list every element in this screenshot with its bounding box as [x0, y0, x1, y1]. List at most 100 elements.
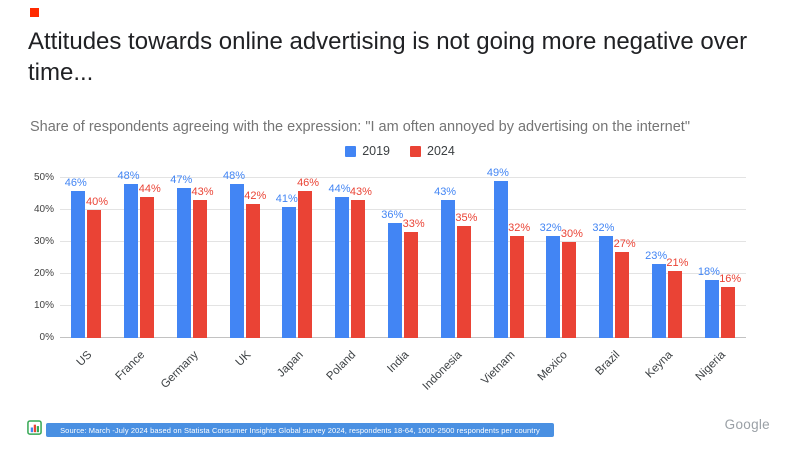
bar-2019-mexico: 32%: [540, 222, 562, 338]
bar-group-indonesia: 43% 35%: [429, 178, 482, 338]
bar-group-uk: 48% 42%: [218, 170, 271, 338]
bar-2019-poland: 44%: [329, 183, 351, 338]
bar-2024-mexico: 30%: [561, 228, 583, 338]
bar-2019-keyna: 23%: [645, 250, 667, 338]
bar-value-label: 42%: [244, 189, 267, 202]
bar-2019-indonesia: 43%: [434, 186, 456, 338]
bar-value-label: 49%: [486, 167, 509, 180]
bar-value-label: 30%: [560, 228, 583, 240]
bar-value-label: 27%: [613, 237, 636, 250]
bar-group-france: 48% 44%: [113, 170, 166, 338]
bar-value-label: 32%: [592, 221, 615, 234]
bar-2024-uk: 42%: [244, 190, 266, 338]
chart-subtitle: Share of respondents agreeing with the e…: [30, 119, 690, 135]
gridline: [60, 305, 746, 306]
legend-label: 2019: [362, 144, 390, 158]
x-axis-label: India: [385, 349, 412, 376]
gridline: [60, 273, 746, 274]
bar-group-brazil: 32% 27%: [588, 178, 641, 338]
bar-2024-brazil: 27%: [614, 238, 636, 338]
x-axis-label: Germany: [158, 349, 201, 391]
chart-logo-icon: [27, 420, 42, 435]
gridline: [60, 177, 746, 178]
bar-value-label: 43%: [434, 186, 457, 199]
bar-value-label: 16%: [719, 272, 742, 285]
bar-value-label: 48%: [223, 170, 246, 183]
bar-group-poland: 44% 43%: [324, 178, 377, 338]
bar-value-label: 36%: [381, 208, 404, 221]
plot-area: 0% 10% 20% 30% 40% 50% 46% 40% 48% 44% 47% 43% 48% 42…: [34, 167, 746, 343]
legend-swatch-2019: [345, 145, 357, 157]
bar-value-label: 48%: [117, 170, 140, 183]
slide-title: Attitudes towards online advertising is …: [28, 28, 748, 86]
bar-2024-germany: 43%: [192, 186, 214, 338]
bar-group-nigeria: 18% 16%: [693, 178, 746, 338]
bar-2019-india: 36%: [381, 209, 403, 338]
bar-group-japan: 41% 46%: [271, 177, 324, 338]
x-axis-label: Poland: [324, 349, 359, 383]
y-tick-label: 10%: [33, 300, 54, 311]
bar-group-keyna: 23% 21%: [640, 178, 693, 338]
y-tick-label: 50%: [33, 172, 54, 183]
x-axis-label: Brazil: [593, 349, 623, 378]
bar-2024-vietnam: 32%: [508, 222, 530, 338]
bar-value-label: 21%: [666, 256, 689, 269]
bar-groups: 46% 40% 48% 44% 47% 43% 48% 42% 41% 46% 44% 43% 36% 3…: [60, 167, 746, 338]
x-axis-label: Indonesia: [420, 349, 465, 393]
bar-2024-us: 40%: [86, 196, 108, 338]
gridline: [60, 241, 746, 242]
gridline: [60, 337, 746, 338]
bar-group-germany: 47% 43%: [166, 174, 219, 338]
x-axis-label: UK: [233, 349, 254, 369]
bar-value-label: 35%: [455, 212, 478, 224]
bar-2019-uk: 48%: [223, 170, 245, 338]
bar-value-label: 46%: [64, 176, 87, 189]
bar-group-india: 36% 33%: [377, 178, 430, 338]
bar-2024-poland: 43%: [350, 186, 372, 338]
x-axis-label: Vietnam: [478, 349, 518, 388]
bar-2019-us: 46%: [65, 177, 87, 338]
bar-group-vietnam: 49% 32%: [482, 167, 535, 338]
bar-2024-keyna: 21%: [666, 257, 688, 338]
bar-value-label: 44%: [138, 183, 161, 196]
bar-2024-nigeria: 16%: [719, 273, 741, 338]
bar-value-label: 41%: [275, 192, 298, 205]
x-axis-labels: US France Germany UK Japan Poland India Indones…: [60, 341, 746, 403]
google-wordmark: Google: [724, 417, 770, 432]
bar-2019-japan: 41%: [276, 193, 298, 338]
accent-square: [30, 8, 39, 17]
x-axis-label: US: [75, 349, 95, 369]
y-tick-label: 40%: [33, 204, 54, 215]
legend-label: 2024: [427, 144, 455, 158]
bar-2019-germany: 47%: [170, 174, 192, 338]
x-axis-label: Nigeria: [693, 349, 729, 384]
x-axis-label: France: [113, 349, 148, 383]
bar-2024-indonesia: 35%: [455, 212, 477, 338]
bar-2024-india: 33%: [403, 218, 425, 338]
bar-group-us: 46% 40%: [60, 177, 113, 338]
bar-value-label: 47%: [170, 173, 193, 186]
gridline: [60, 209, 746, 210]
bar-value-label: 32%: [539, 221, 562, 234]
bar-2024-france: 44%: [139, 183, 161, 338]
y-tick-label: 30%: [33, 236, 54, 247]
bar-value-label: 43%: [349, 186, 372, 199]
chart-legend: 2019 2024: [0, 144, 800, 158]
bar-value-label: 23%: [645, 250, 668, 263]
legend-item-2019: 2019: [345, 144, 390, 158]
bar-value-label: 18%: [697, 266, 720, 279]
source-text: Source: March -July 2024 based on Statis…: [60, 425, 540, 435]
bar-value-label: 46%: [297, 176, 320, 189]
bar-2019-vietnam: 49%: [487, 167, 509, 338]
x-axis-label: Mexico: [535, 349, 570, 384]
legend-swatch-2024: [410, 145, 421, 157]
bar-value-label: 32%: [508, 221, 531, 234]
legend-item-2024: 2024: [410, 144, 455, 158]
y-tick-label: 20%: [33, 268, 54, 279]
bar-value-label: 43%: [191, 186, 214, 199]
x-axis-label: Japan: [275, 349, 306, 380]
bar-group-mexico: 32% 30%: [535, 178, 588, 338]
y-tick-label: 0%: [39, 332, 54, 343]
bar-2024-japan: 46%: [297, 177, 319, 338]
